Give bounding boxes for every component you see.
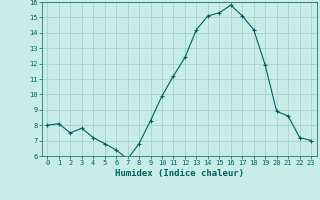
X-axis label: Humidex (Indice chaleur): Humidex (Indice chaleur): [115, 169, 244, 178]
